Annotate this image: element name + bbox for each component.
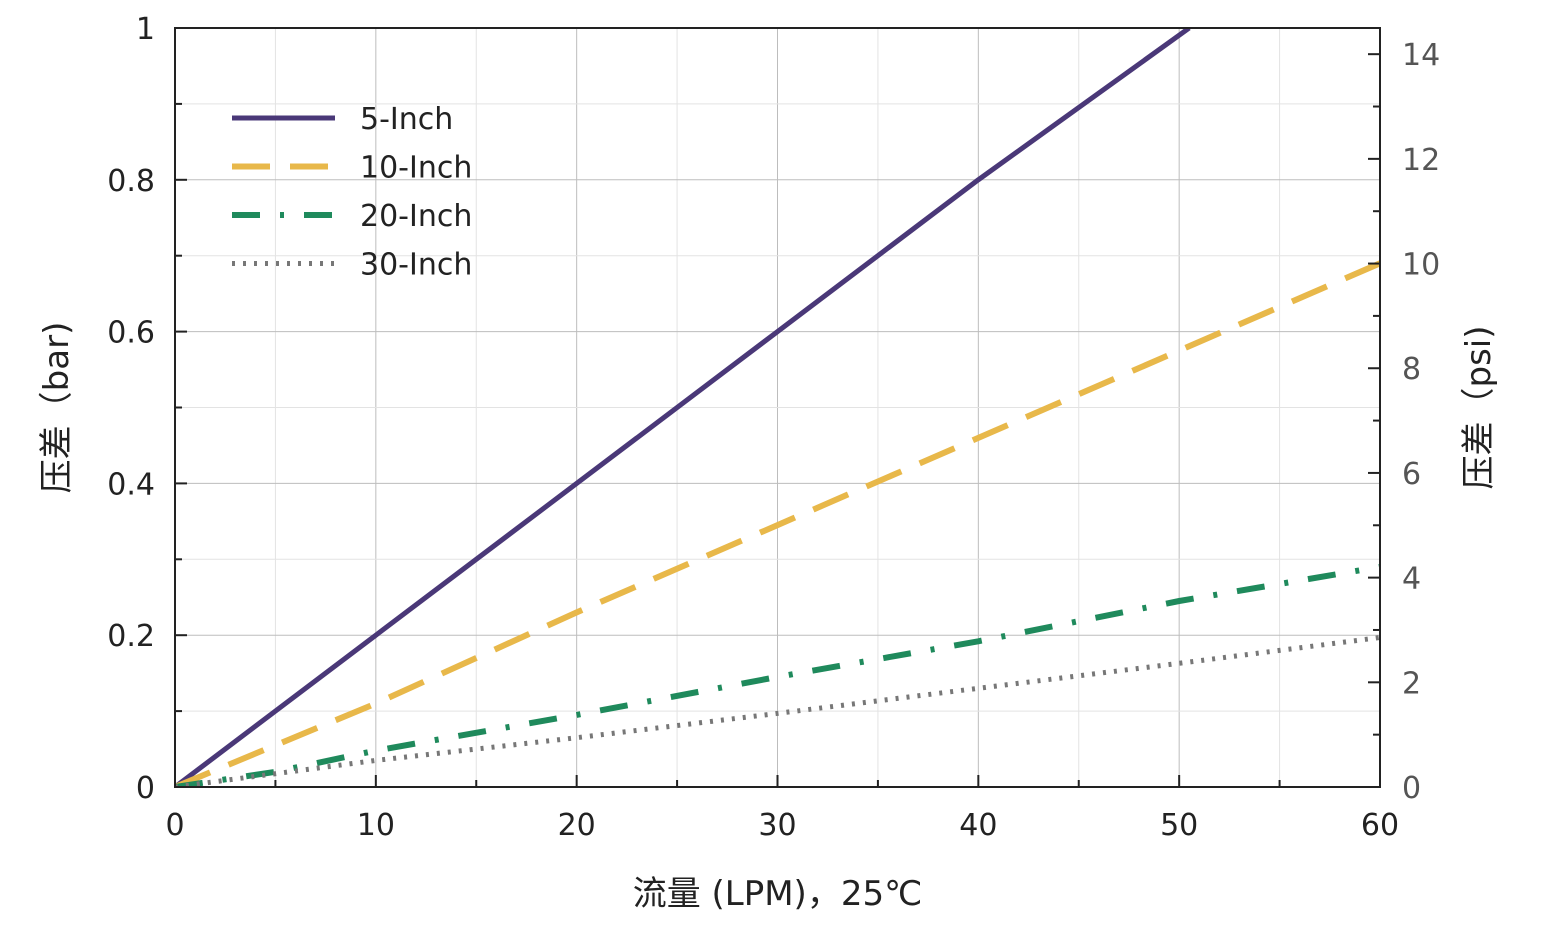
y-tick-label: 0.4 — [107, 467, 155, 502]
series-line-20-inch — [175, 563, 1380, 787]
x-tick-label: 60 — [1361, 808, 1399, 843]
series-line-30-inch — [175, 635, 1380, 787]
y-right-axis-title: 压差（psi) — [1459, 325, 1499, 489]
grid-lines — [174, 27, 1381, 788]
y-right-tick-label: 0 — [1402, 771, 1421, 806]
y-right-tick-label: 2 — [1402, 666, 1421, 701]
legend-label: 30-Inch — [360, 248, 472, 283]
legend: 5-Inch 10-Inch 20-Inch 30-Inch — [232, 102, 472, 283]
y-right-tick-label: 14 — [1402, 38, 1440, 73]
x-tick-label: 10 — [357, 808, 395, 843]
legend-label: 10-Inch — [360, 151, 472, 186]
x-tick-label: 50 — [1160, 808, 1198, 843]
x-tick-label: 30 — [758, 808, 796, 843]
y-right-tick-label: 8 — [1402, 352, 1421, 387]
legend-label: 5-Inch — [360, 102, 453, 137]
y-right-tick-label: 6 — [1402, 457, 1421, 492]
x-tick-label: 0 — [165, 808, 184, 843]
series-line-10-inch — [175, 260, 1380, 787]
y-tick-label: 0 — [136, 771, 155, 806]
y-tick-label: 1 — [136, 12, 155, 47]
series-line-5-inch — [175, 28, 1191, 787]
y-tick-label: 0.6 — [107, 316, 155, 351]
x-tick-label: 40 — [959, 808, 997, 843]
y-right-tick-label: 10 — [1402, 248, 1440, 283]
y-tick-label: 0.2 — [107, 619, 155, 654]
x-tick-label: 20 — [558, 808, 596, 843]
y-axis-title: 压差（bar) — [37, 322, 77, 494]
series-lines — [175, 28, 1380, 787]
legend-label: 20-Inch — [360, 199, 472, 234]
y-right-tick-label: 12 — [1402, 143, 1440, 178]
y-right-tick-label: 4 — [1402, 562, 1421, 597]
y-tick-label: 0.8 — [107, 164, 155, 199]
x-axis-title: 流量 (LPM)，25℃ — [633, 874, 923, 914]
